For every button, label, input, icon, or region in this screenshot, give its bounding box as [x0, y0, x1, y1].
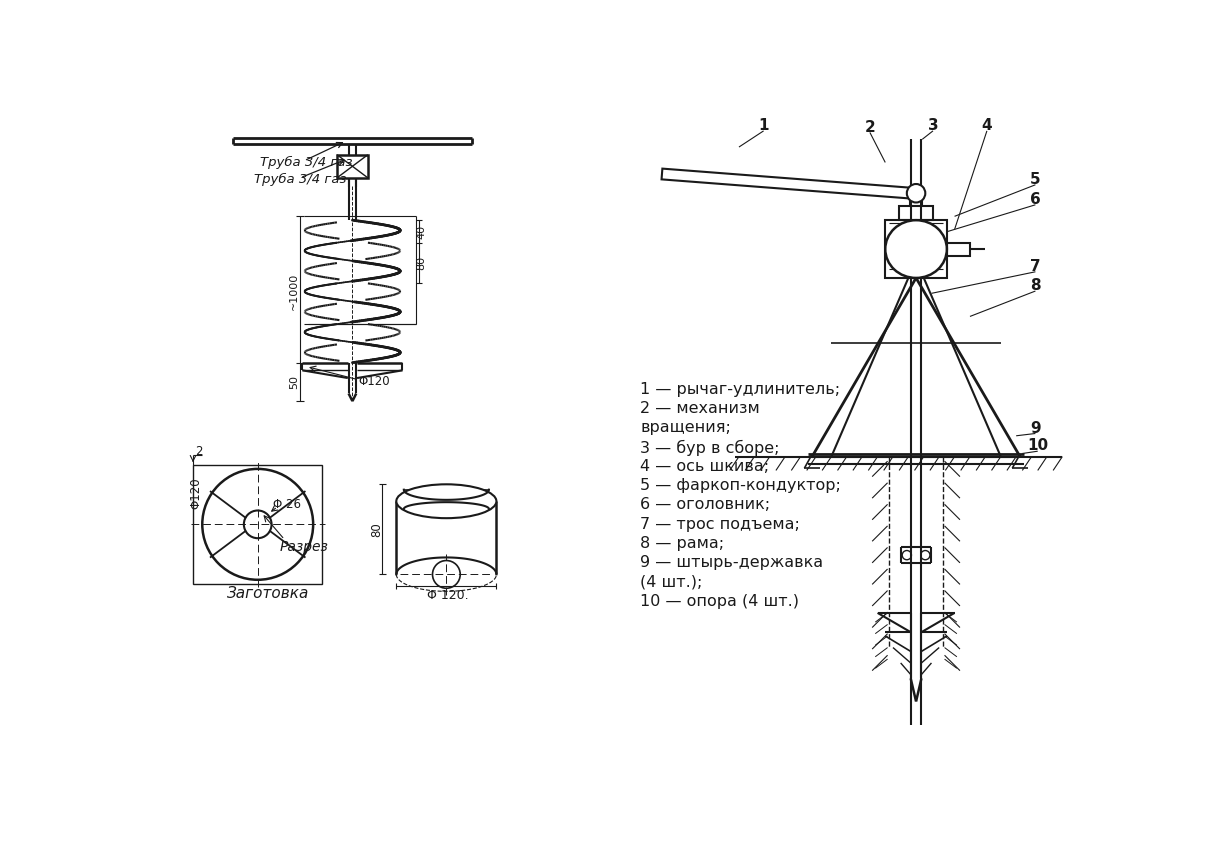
- Text: Φ120: Φ120: [189, 477, 203, 509]
- Text: Φ 120.: Φ 120.: [427, 590, 469, 603]
- Text: 8: 8: [1030, 278, 1041, 293]
- Text: 50: 50: [289, 375, 299, 389]
- Text: 9 — штырь-державка: 9 — штырь-державка: [640, 555, 824, 570]
- Text: 3: 3: [927, 118, 938, 133]
- Text: 7 — трос подъема;: 7 — трос подъема;: [640, 517, 801, 532]
- Text: 2: 2: [195, 445, 203, 458]
- Polygon shape: [662, 169, 913, 198]
- Text: 2: 2: [865, 120, 876, 134]
- Text: 4 — ось шкива;: 4 — ось шкива;: [640, 459, 769, 474]
- Text: 2 — механизм: 2 — механизм: [640, 401, 760, 417]
- Text: 4: 4: [982, 118, 993, 133]
- Text: 7: 7: [1030, 259, 1041, 274]
- Text: Разрез: Разрез: [280, 540, 328, 554]
- Text: Труба 3/4 газ: Труба 3/4 газ: [254, 173, 346, 186]
- Bar: [900, 206, 933, 220]
- Text: 10 — опора (4 шт.): 10 — опора (4 шт.): [640, 593, 800, 609]
- Text: Заготовка: Заготовка: [227, 586, 309, 601]
- Bar: [947, 243, 970, 255]
- Text: 3 — бур в сборе;: 3 — бур в сборе;: [640, 440, 780, 456]
- Text: 9: 9: [1030, 421, 1041, 436]
- Text: 6: 6: [1030, 192, 1041, 207]
- Text: (4 шт.);: (4 шт.);: [640, 574, 703, 590]
- Ellipse shape: [397, 484, 497, 518]
- Bar: [336, 155, 368, 178]
- Circle shape: [907, 184, 925, 203]
- Text: Труба 3/4 газ: Труба 3/4 газ: [260, 156, 352, 169]
- Text: 80: 80: [416, 255, 426, 270]
- Text: 6 — оголовник;: 6 — оголовник;: [640, 497, 771, 513]
- Text: 5 — фаркоп-кондуктор;: 5 — фаркоп-кондуктор;: [640, 478, 842, 493]
- Text: вращения;: вращения;: [640, 420, 731, 436]
- Text: 40: 40: [416, 224, 426, 239]
- Text: 8 — рама;: 8 — рама;: [640, 536, 725, 551]
- Text: 1 — рычаг-удлинитель;: 1 — рычаг-удлинитель;: [640, 382, 841, 397]
- Bar: [193, 465, 322, 584]
- Bar: [885, 220, 947, 278]
- Text: 80: 80: [370, 522, 382, 537]
- Ellipse shape: [885, 220, 947, 278]
- Text: Φ 26: Φ 26: [273, 498, 302, 511]
- Text: ~1000: ~1000: [289, 273, 299, 310]
- Text: 1: 1: [759, 118, 769, 133]
- Text: Φ120: Φ120: [358, 375, 391, 388]
- Text: 10: 10: [1028, 438, 1048, 453]
- Text: 5: 5: [1030, 171, 1041, 187]
